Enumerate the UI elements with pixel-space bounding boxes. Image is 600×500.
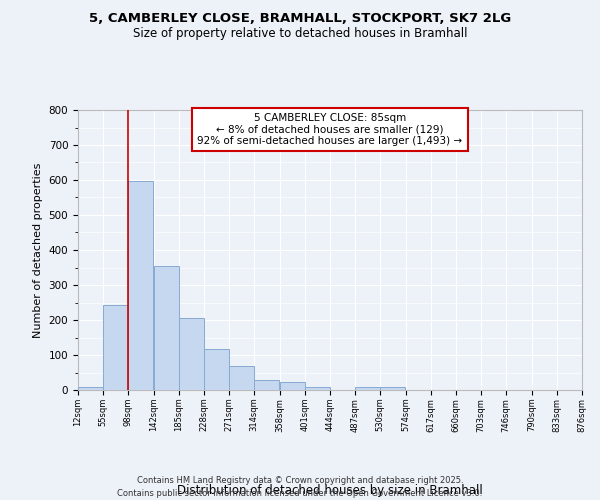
- Bar: [355, 387, 380, 390]
- Bar: [380, 387, 405, 390]
- Bar: [179, 318, 204, 390]
- Bar: [254, 380, 279, 390]
- Bar: [229, 366, 254, 390]
- Bar: [204, 348, 229, 390]
- Bar: [78, 387, 103, 390]
- X-axis label: Distribution of detached houses by size in Bramhall: Distribution of detached houses by size …: [177, 484, 483, 498]
- Bar: [103, 306, 128, 390]
- Text: Contains HM Land Registry data © Crown copyright and database right 2025.
Contai: Contains HM Land Registry data © Crown c…: [118, 476, 482, 498]
- Y-axis label: Number of detached properties: Number of detached properties: [33, 162, 43, 338]
- Bar: [154, 266, 179, 390]
- Text: 5, CAMBERLEY CLOSE, BRAMHALL, STOCKPORT, SK7 2LG: 5, CAMBERLEY CLOSE, BRAMHALL, STOCKPORT,…: [89, 12, 511, 26]
- Bar: [305, 386, 330, 390]
- Bar: [280, 382, 305, 390]
- Bar: [128, 181, 153, 390]
- Text: 5 CAMBERLEY CLOSE: 85sqm
← 8% of detached houses are smaller (129)
92% of semi-d: 5 CAMBERLEY CLOSE: 85sqm ← 8% of detache…: [197, 113, 463, 146]
- Text: Size of property relative to detached houses in Bramhall: Size of property relative to detached ho…: [133, 28, 467, 40]
